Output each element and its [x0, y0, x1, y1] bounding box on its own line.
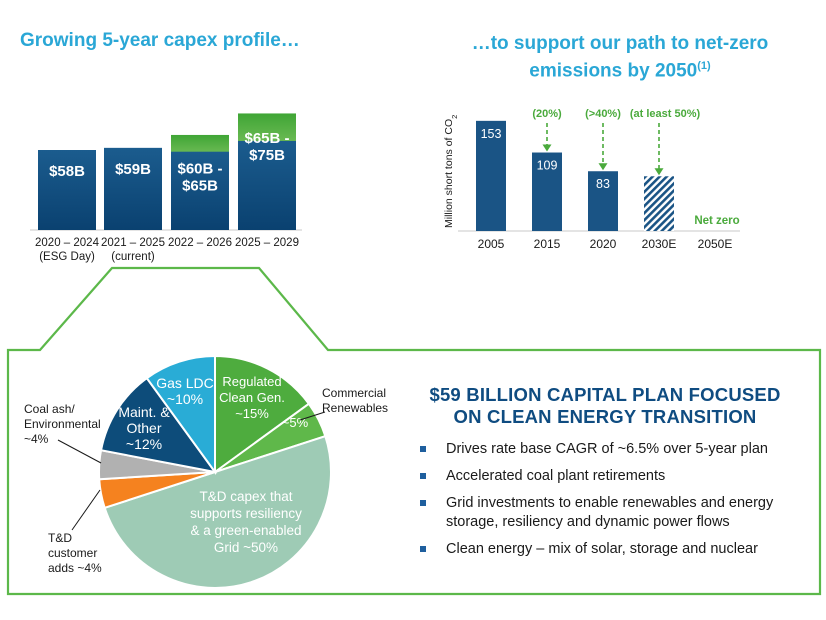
reduction-label: (20%) [532, 108, 562, 120]
net-zero-label: Net zero [694, 215, 739, 227]
leader-line [71, 489, 101, 531]
pie-slice-label: Maint. & Other ~12% [118, 404, 170, 452]
emissions-category-label: 2005 [478, 237, 505, 251]
capex-category-label: 2025 – 2029 [235, 237, 299, 249]
emissions-title: …to support our path to net-zero emissio… [420, 33, 820, 82]
reduction-arrowhead-icon [654, 168, 664, 176]
reduction-label: (at least 50%) [630, 108, 701, 120]
reduction-arrowhead-icon [542, 144, 552, 152]
pie-slice-label: Gas LDC ~10% [156, 375, 214, 407]
pie-slice [99, 376, 218, 474]
pie-slice [145, 354, 216, 476]
pie-slice-label: T&D customer adds ~4% [48, 531, 102, 575]
emissions-value-label: 153 [481, 127, 502, 141]
capex-bar-range [238, 113, 296, 143]
capital-plan-bullets: Drives rate base CAGR of ~6.5% over 5-ye… [418, 440, 813, 567]
emissions-bar [476, 120, 506, 231]
capex-category-label: 2020 – 2024 (ESG Day) [35, 237, 100, 263]
leader-line [57, 439, 102, 464]
capex-bar-label: $58B [49, 163, 85, 180]
bullet-square-icon [420, 546, 426, 552]
bullet-item: Clean energy – mix of solar, storage and… [418, 540, 813, 559]
pie-slice [103, 434, 332, 589]
commercial-renewables-label: Commercial Renewables [322, 386, 388, 415]
emissions-category-label: 2020 [590, 237, 617, 251]
capex-bar [238, 140, 296, 230]
capex-allocation-pie: Regulated Clean Gen. ~15%~5% T&D capex that… [24, 354, 388, 589]
reduction-label: (>40%) [585, 108, 621, 120]
capital-plan-heading: $59 BILLION CAPITAL PLAN FOCUSED ON CLEA… [405, 384, 805, 428]
leader-line [299, 411, 326, 421]
capex-bar [171, 151, 229, 230]
pie-slice-label: T&D capex that supports resiliency & a gre… [190, 489, 302, 555]
pie-slice-label: ~5% [282, 415, 309, 430]
bullet-square-icon [420, 500, 426, 506]
bullet-item: Grid investments to enable renewables an… [418, 494, 813, 532]
capex-bar-chart: $58B 2020 – 2024 (ESG Day) $59B 2021 – 2025(… [30, 113, 302, 263]
emissions-category-label: 2030E [642, 237, 677, 251]
capex-bar-label: $59B [115, 161, 151, 178]
capex-category-label: 2022 – 2026 [168, 237, 232, 249]
bullet-square-icon [420, 473, 426, 479]
emissions-category-label: 2050E [698, 237, 733, 251]
reduction-arrowhead-icon [598, 163, 608, 171]
capex-bar-range [171, 134, 229, 154]
frame-outline [6, 266, 822, 596]
emissions-title-line1: …to support our path to net-zero [471, 33, 769, 54]
capital-plan-heading-line2: ON CLEAN ENERGY TRANSITION [453, 406, 757, 427]
bullet-item: Drives rate base CAGR of ~6.5% over 5-ye… [418, 440, 813, 459]
emissions-bar [588, 171, 618, 231]
emissions-bar-chart: Million short tons of CO2 153 2005 109 2015 8… [443, 108, 740, 251]
bullet-square-icon [420, 446, 426, 452]
capex-bar [104, 147, 162, 230]
emissions-category-label: 2015 [534, 237, 561, 251]
emissions-value-label: 109 [537, 159, 558, 173]
emissions-bar [644, 176, 674, 231]
pie-slice [214, 354, 311, 474]
emissions-value-label: 83 [596, 177, 610, 191]
emissions-title-line2: emissions by 2050 [529, 60, 698, 82]
capex-bar [38, 150, 96, 230]
emissions-bar [532, 152, 562, 231]
bullet-item: Accelerated coal plant retirements [418, 467, 813, 486]
capex-category-label: 2021 – 2025 (current) [101, 237, 165, 263]
pie-slice-label: Regulated Clean Gen. ~15% [219, 374, 285, 421]
capex-bar-label: $60B -$65B [177, 161, 222, 195]
zoom-frame [6, 266, 822, 596]
pie-slice-label: Coal ash/Environmental ~4% [24, 402, 101, 446]
capex-title: Growing 5-year capex profile… [20, 30, 300, 51]
footnote-marker: (1) [697, 60, 711, 72]
capex-bar-label: $65B -$75B [244, 130, 289, 164]
emissions-y-label: Million short tons of CO2 [443, 115, 459, 228]
capital-plan-heading-line1: $59 BILLION CAPITAL PLAN FOCUSED [429, 384, 781, 405]
